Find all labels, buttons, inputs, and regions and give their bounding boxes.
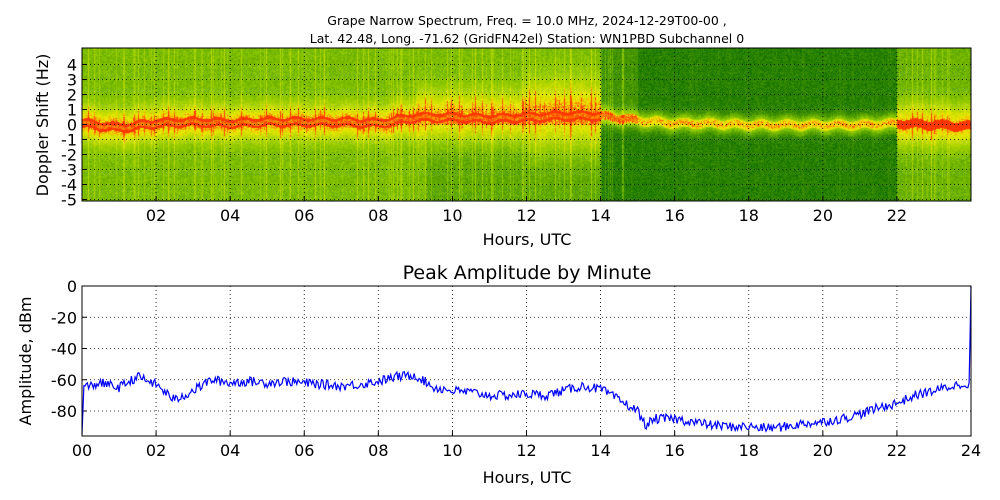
y-tick-label: 1 <box>67 101 77 120</box>
x-tick-label: 10 <box>442 441 462 460</box>
x-tick-label: 06 <box>294 441 314 460</box>
x-tick-label: 16 <box>664 206 684 225</box>
amplitude-title: Peak Amplitude by Minute <box>403 262 652 284</box>
y-tick-label: -20 <box>51 308 77 327</box>
x-tick-label: 00 <box>72 441 92 460</box>
x-tick-label: 08 <box>368 441 388 460</box>
x-tick-label: 14 <box>590 206 610 225</box>
x-tick-label: 04 <box>220 441 240 460</box>
amplitude-frame <box>81 285 972 437</box>
x-tick-label: 16 <box>664 441 684 460</box>
x-tick-label: 10 <box>442 206 462 225</box>
y-tick-label: 0 <box>67 277 77 296</box>
y-tick-label: 2 <box>67 86 77 105</box>
x-tick-label: 06 <box>294 206 314 225</box>
spectrum-frame <box>81 47 972 202</box>
x-tick-label: 20 <box>813 206 833 225</box>
x-tick-label: 22 <box>887 441 907 460</box>
y-tick-label: -3 <box>61 161 77 180</box>
x-tick-label: 12 <box>516 441 536 460</box>
x-tick-label: 02 <box>146 206 166 225</box>
y-tick-label: -1 <box>61 131 77 150</box>
y-tick-label: -4 <box>61 176 77 195</box>
amplitude-xlabel: Hours, UTC <box>483 468 572 487</box>
x-tick-label: 08 <box>368 206 388 225</box>
x-tick-label: 22 <box>887 206 907 225</box>
y-tick-label: -40 <box>51 340 77 359</box>
spectrum-xlabel: Hours, UTC <box>483 230 572 249</box>
spectrum-title-line2: Lat. 42.48, Long. -71.62 (GridFN42el) St… <box>310 31 744 46</box>
y-tick-label: -5 <box>61 191 77 210</box>
spectrum-title-line1: Grape Narrow Spectrum, Freq. = 10.0 MHz,… <box>327 13 726 28</box>
x-tick-label: 04 <box>220 206 240 225</box>
amplitude-axes: 00 02 04 06 08 10 12 14 16 18 20 22 24 0 -20 -40 -60 -80 <box>51 277 981 460</box>
amplitude-line <box>81 285 972 435</box>
y-tick-label: -60 <box>51 371 77 390</box>
y-tick-label: 3 <box>67 71 77 90</box>
x-tick-label: 20 <box>813 441 833 460</box>
amplitude-ylabel: Amplitude, dBm <box>16 297 35 426</box>
y-tick-label: 4 <box>67 56 77 75</box>
x-tick-label: 02 <box>146 441 166 460</box>
y-tick-label: -80 <box>51 402 77 421</box>
x-tick-label: 14 <box>590 441 610 460</box>
x-tick-label: 18 <box>739 206 759 225</box>
spectrum-ylabel: Doppler Shift (Hz) <box>33 54 52 197</box>
x-tick-label: 18 <box>739 441 759 460</box>
y-tick-label: 0 <box>67 116 77 135</box>
x-tick-label: 24 <box>961 441 981 460</box>
x-tick-label: 12 <box>516 206 536 225</box>
y-tick-label: -2 <box>61 146 77 165</box>
